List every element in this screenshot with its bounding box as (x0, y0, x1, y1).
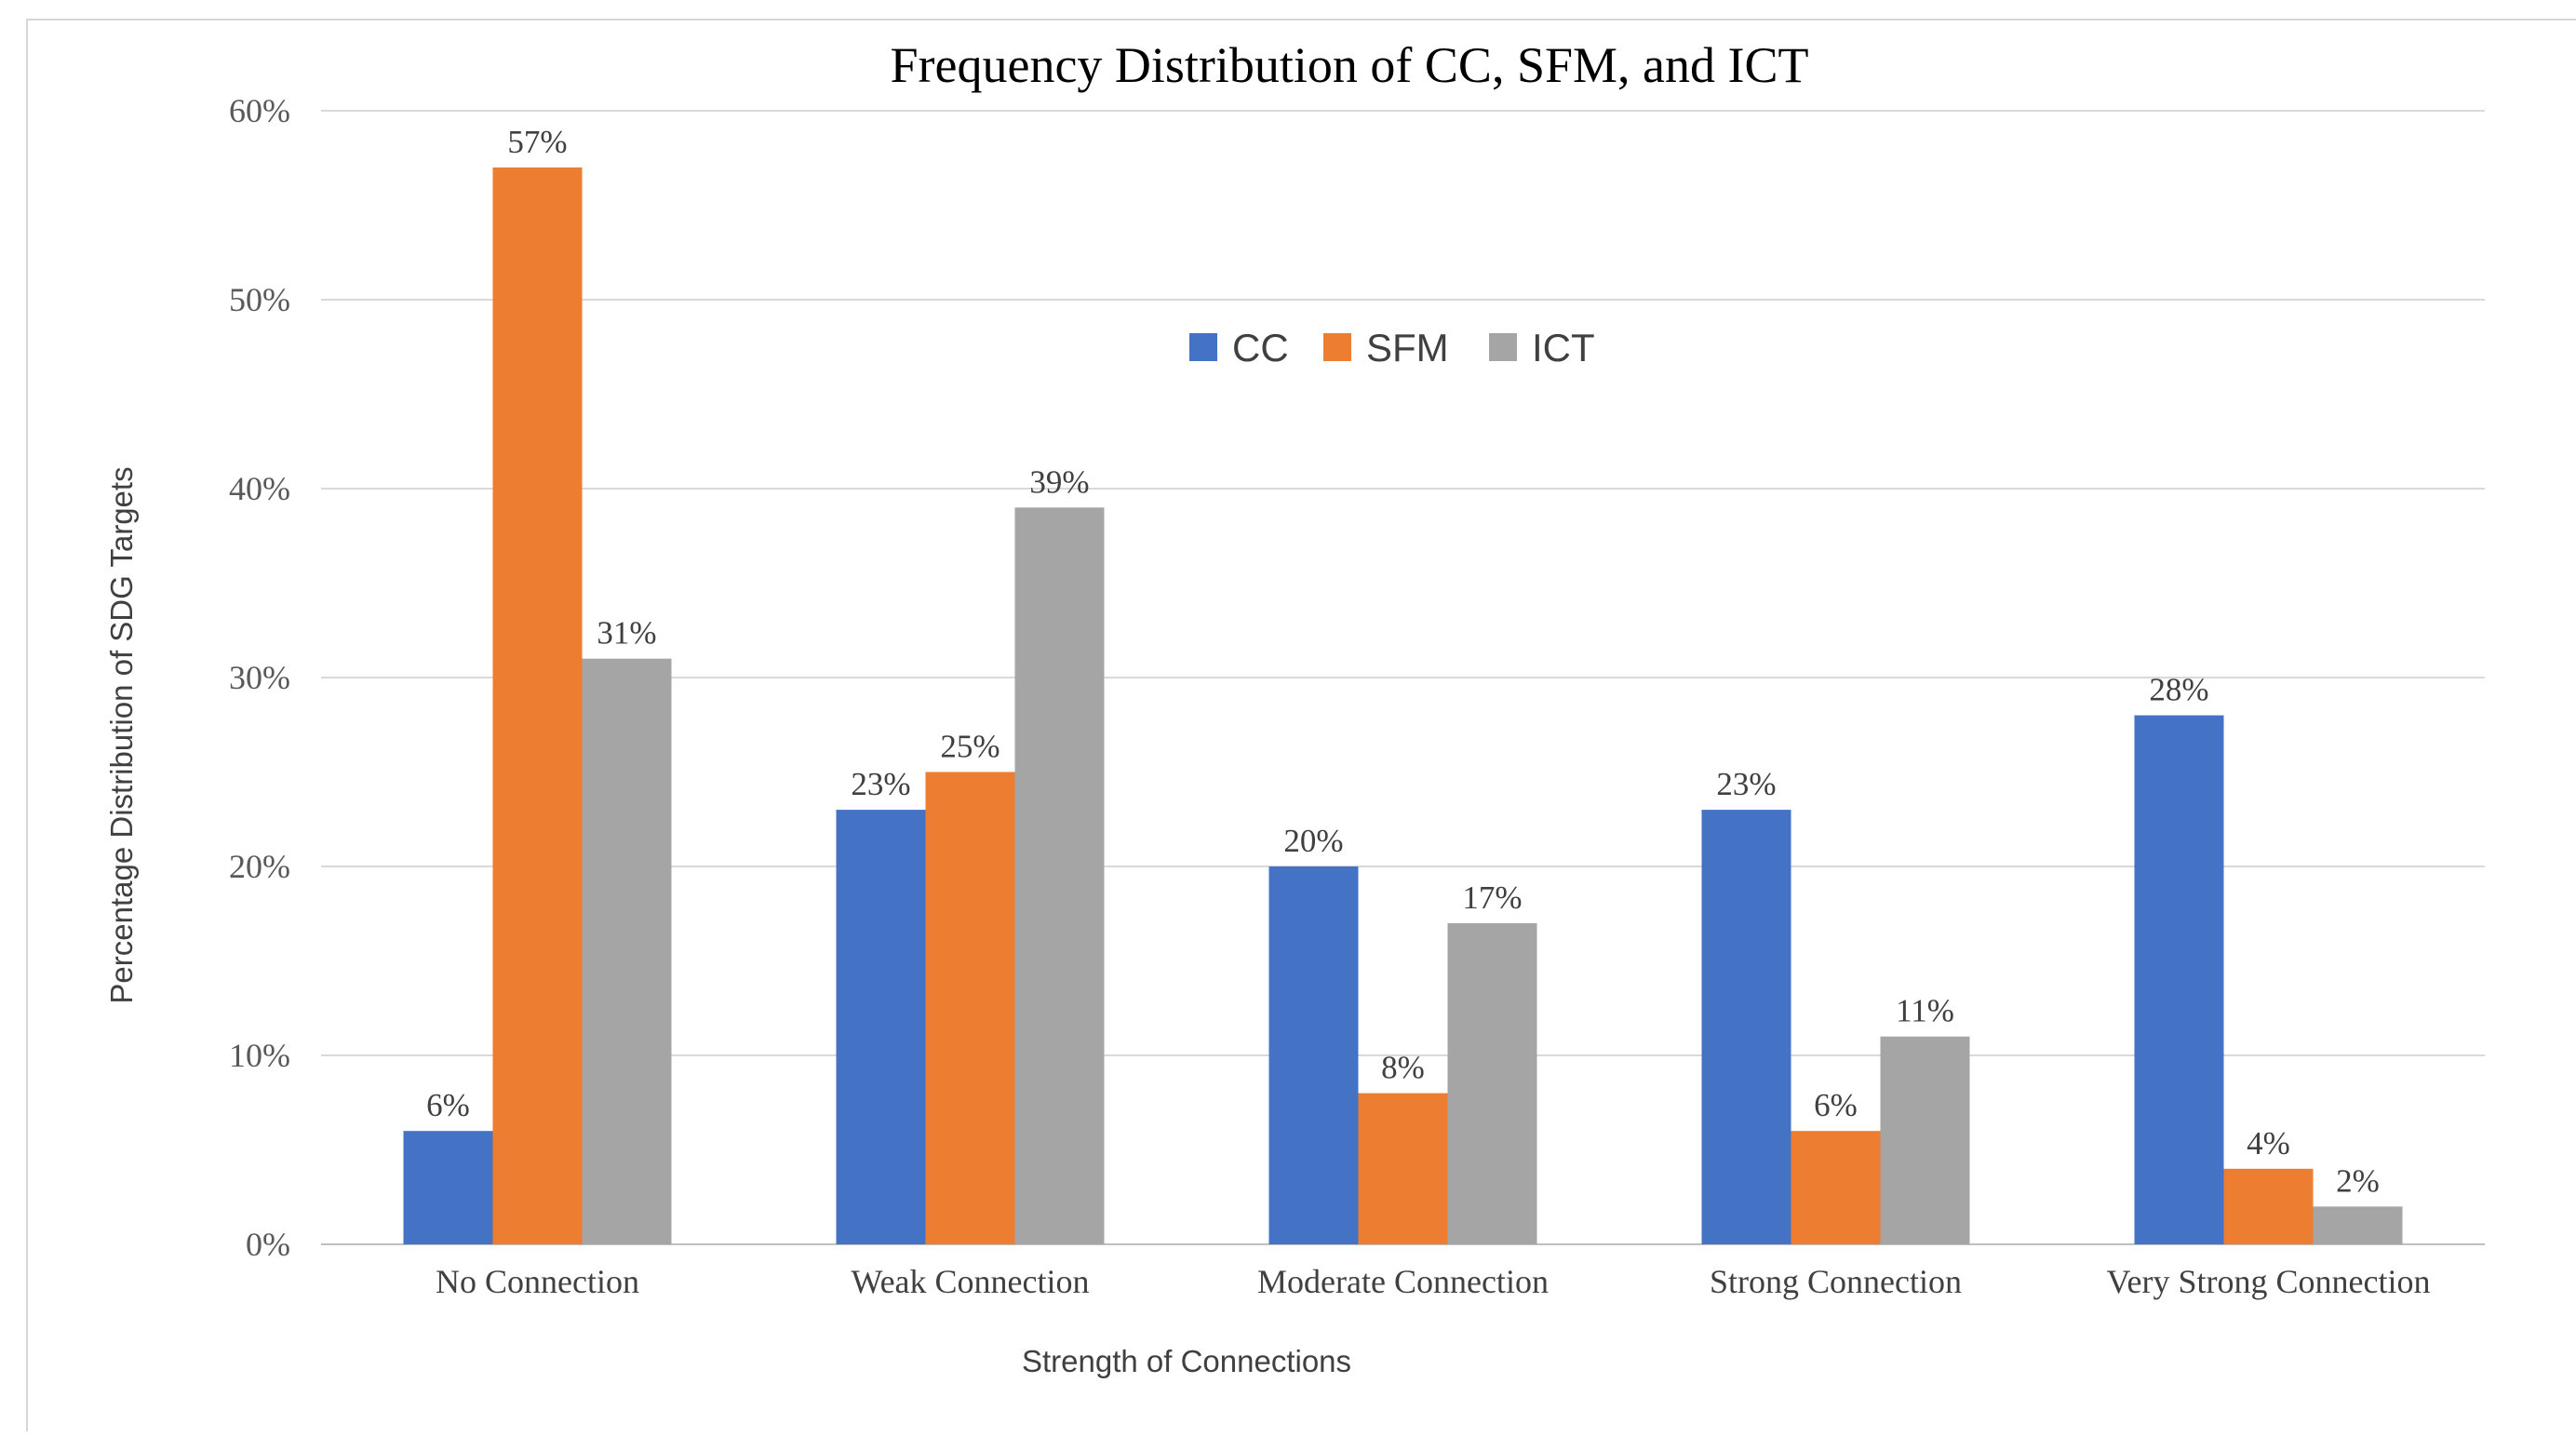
bar-ict-5 (2313, 1206, 2403, 1244)
legend-label-cc: CC (1232, 326, 1289, 369)
legend-label-ict: ICT (1532, 326, 1595, 369)
data-label-sfm-5: 4% (2247, 1125, 2290, 1161)
bar-sfm-1 (492, 167, 583, 1244)
data-label-sfm-1: 57% (507, 124, 567, 160)
legend-swatch-sfm (1323, 333, 1351, 361)
data-label-ict-2: 39% (1029, 463, 1089, 500)
bar-cc-2 (836, 810, 926, 1244)
data-label-cc-3: 20% (1283, 823, 1343, 859)
data-label-ict-4: 11% (1896, 993, 1954, 1029)
x-tick-label: Strong Connection (1710, 1263, 1962, 1300)
bar-cc-5 (2134, 715, 2224, 1244)
data-label-cc-2: 23% (851, 766, 910, 802)
bar-cc-3 (1268, 866, 1359, 1244)
data-label-cc-4: 23% (1716, 766, 1776, 802)
y-tick-label: 10% (229, 1037, 290, 1074)
x-axis-title: Strength of Connections (1022, 1344, 1351, 1378)
bar-cc-4 (1701, 810, 1791, 1244)
x-tick-label: Moderate Connection (1257, 1263, 1549, 1300)
y-tick-label: 50% (229, 281, 290, 318)
y-tick-label: 30% (229, 659, 290, 696)
bars (403, 167, 2403, 1244)
x-tick-label: No Connection (436, 1263, 639, 1300)
y-tick-label: 60% (229, 92, 290, 129)
bar-ict-1 (582, 658, 672, 1244)
legend-swatch-ict (1489, 333, 1517, 361)
data-label-sfm-4: 6% (1814, 1087, 1858, 1123)
chart-title: Frequency Distribution of CC, SFM, and I… (891, 37, 1809, 93)
bar-sfm-2 (925, 772, 1015, 1244)
y-tick-label: 0% (246, 1226, 290, 1263)
bar-ict-4 (1880, 1036, 1970, 1244)
y-axis-title: Percentage Distribution of SDG Targets (104, 466, 139, 1003)
x-tick-label: Very Strong Connection (2107, 1263, 2431, 1300)
data-label-ict-1: 31% (597, 615, 656, 651)
legend: CC SFM ICT (1189, 326, 1595, 369)
y-tick-label: 20% (229, 848, 290, 885)
data-label-sfm-3: 8% (1381, 1050, 1425, 1086)
bar-sfm-3 (1358, 1093, 1448, 1244)
x-tick-label: Weak Connection (851, 1263, 1089, 1300)
bar-cc-1 (403, 1131, 493, 1244)
data-label-sfm-2: 25% (940, 729, 1000, 765)
bar-chart: 0% 10% 20% 30% 40% 50% 60% No Connection Weak Co… (104, 37, 2485, 1378)
data-labels: 6% 57% 31% 23% 25% 39% 20% 8% 17% 23% 6% 11% 28% 4% 2% (426, 124, 2380, 1200)
bar-ict-3 (1447, 922, 1537, 1244)
legend-label-sfm: SFM (1366, 326, 1449, 369)
chart-frame: 0% 10% 20% 30% 40% 50% 60% No Connection Weak Co… (26, 19, 2576, 1431)
legend-swatch-cc (1189, 333, 1217, 361)
gridlines: 0% 10% 20% 30% 40% 50% 60% No Connection Weak Co… (229, 92, 2485, 1300)
data-label-cc-5: 28% (2149, 672, 2208, 708)
bar-sfm-4 (1791, 1131, 1881, 1244)
bar-ict-2 (1014, 507, 1105, 1244)
data-label-cc-1: 6% (426, 1087, 470, 1123)
y-tick-label: 40% (229, 470, 290, 507)
data-label-ict-5: 2% (2336, 1162, 2380, 1199)
bar-sfm-5 (2223, 1168, 2314, 1244)
data-label-ict-3: 17% (1462, 879, 1522, 916)
